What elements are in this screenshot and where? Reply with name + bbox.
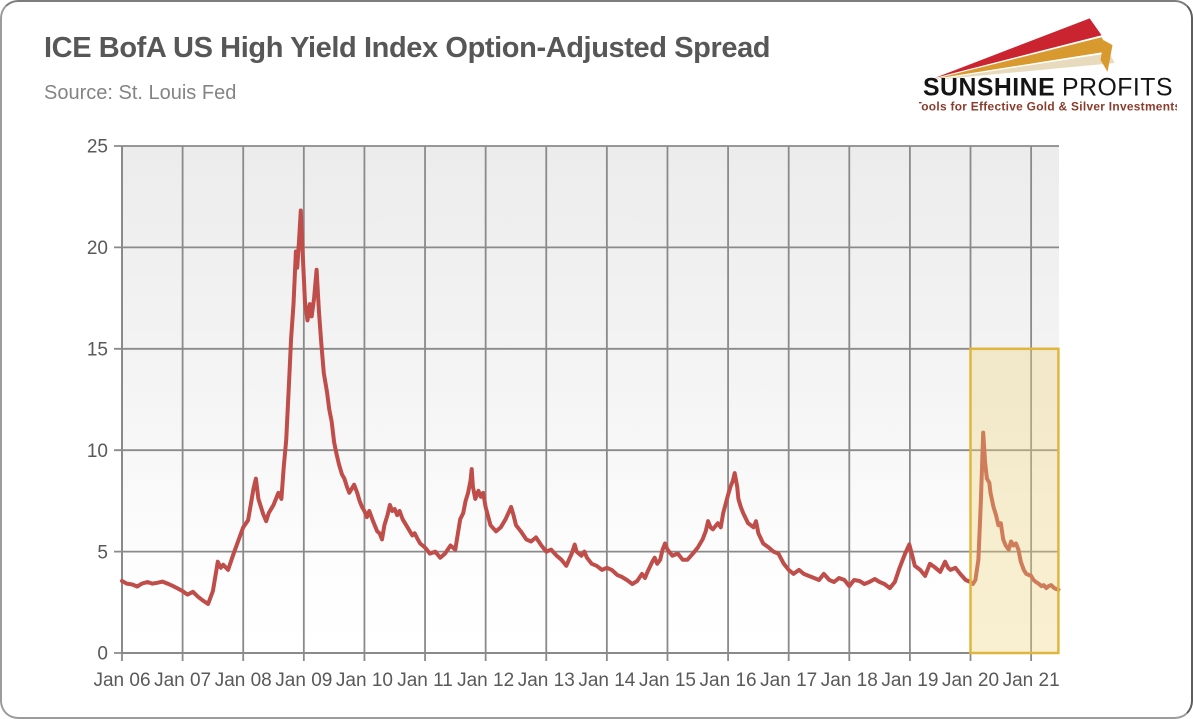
x-axis-tick-label: Jan 08	[215, 670, 272, 691]
y-axis-tick-label: 10	[87, 441, 108, 462]
logo-ray-red-icon	[934, 18, 1102, 78]
x-axis-tick-label: Jan 18	[821, 670, 878, 691]
logo-ray-gold-icon	[934, 37, 1110, 79]
y-axis-tick-label: 20	[87, 238, 108, 259]
x-axis-tick-label: Jan 16	[700, 670, 757, 691]
plot-area	[122, 146, 1059, 653]
source-label: Source: St. Louis Fed	[44, 82, 237, 104]
page-title: ICE BofA US High Yield Index Option-Adju…	[44, 32, 771, 64]
x-axis-tick-label: Jan 17	[760, 670, 817, 691]
x-axis-tick-label: Jan 11	[397, 670, 453, 691]
spread-series-line	[120, 208, 1061, 606]
logo-ray-beige-icon	[934, 53, 1115, 80]
sunshine-profits-logo: SUNSHINE PROFITS Tools for Effective Gold…	[915, 12, 1181, 114]
x-axis-tick-label: Jan 14	[578, 670, 635, 691]
x-axis-tick-label: Jan 12	[457, 670, 514, 691]
x-axis-tick-label: Jan 21	[1003, 670, 1060, 691]
y-axis-tick-label: 5	[97, 542, 108, 563]
logo-name: SUNSHINE PROFITS	[923, 75, 1173, 102]
x-axis-tick-label: Jan 13	[518, 670, 575, 691]
y-axis-tick-label: 25	[87, 137, 108, 158]
x-axis-tick-label: Jan 15	[639, 670, 696, 691]
y-axis-tick-label: 15	[87, 339, 108, 360]
y-axis-tick-label: 0	[97, 644, 108, 665]
covid-highlight-region	[969, 347, 1060, 655]
x-axis-tick-label: Jan 06	[93, 670, 150, 691]
x-axis-tick-label: Jan 20	[942, 670, 999, 691]
x-axis-tick-label: Jan 10	[336, 670, 393, 691]
x-axis-tick-label: Jan 19	[881, 670, 938, 691]
x-axis-tick-label: Jan 07	[154, 670, 211, 691]
x-axis-tick-label: Jan 09	[275, 670, 332, 691]
logo-tagline: Tools for Effective Gold & Silver Invest…	[919, 100, 1177, 114]
logo-ray-fold-icon	[1100, 40, 1113, 72]
